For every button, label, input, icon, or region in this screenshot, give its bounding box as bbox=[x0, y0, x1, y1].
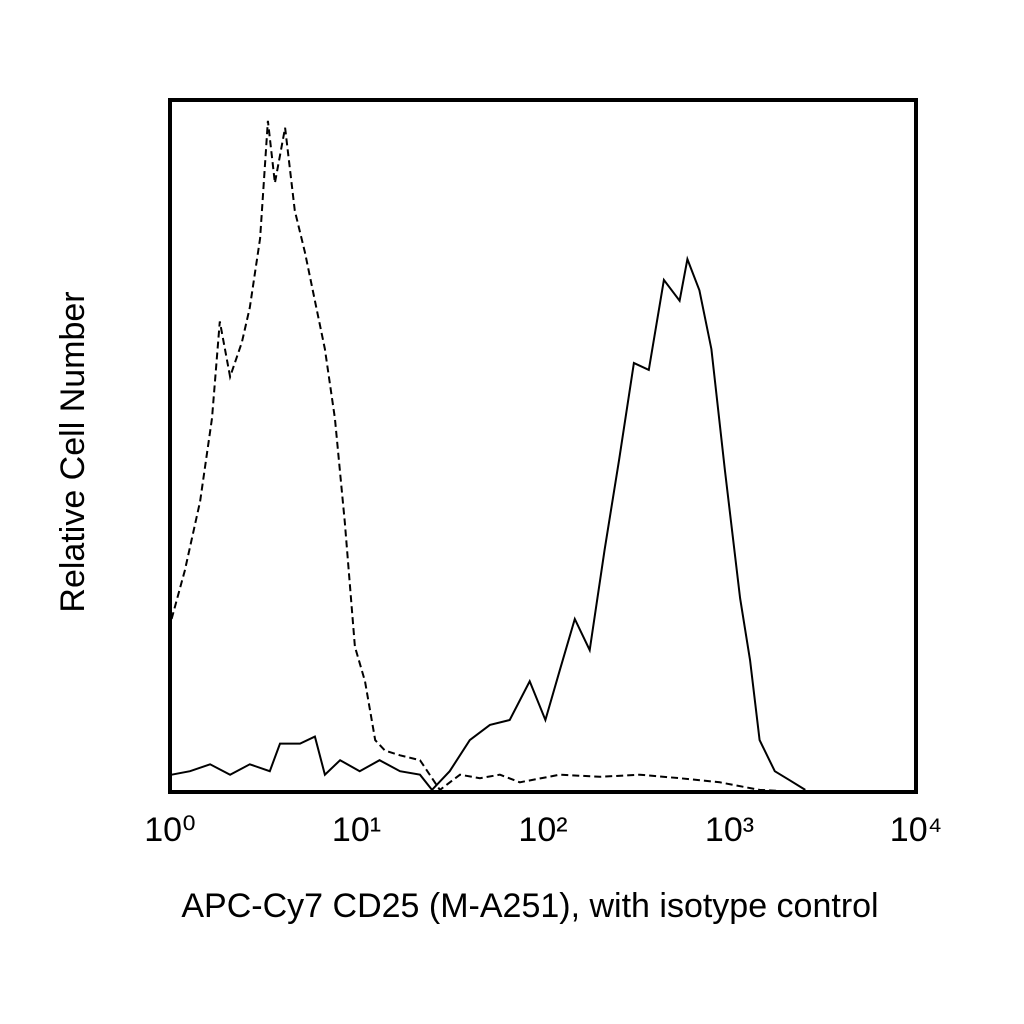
x-tick-label: 10³ bbox=[705, 811, 754, 849]
histogram-line bbox=[170, 120, 801, 793]
x-tick-label: 10⁴ bbox=[890, 811, 942, 849]
x-tick-label: 10¹ bbox=[332, 811, 381, 849]
x-axis-label: APC-Cy7 CD25 (M-A251), with isotype cont… bbox=[181, 887, 878, 925]
histogram-line bbox=[171, 255, 806, 792]
y-axis-label: Relative Cell Number bbox=[54, 291, 92, 612]
x-tick-label: 10⁰ bbox=[144, 811, 195, 849]
x-tick-label: 10² bbox=[518, 811, 567, 849]
plot-frame bbox=[168, 98, 918, 794]
